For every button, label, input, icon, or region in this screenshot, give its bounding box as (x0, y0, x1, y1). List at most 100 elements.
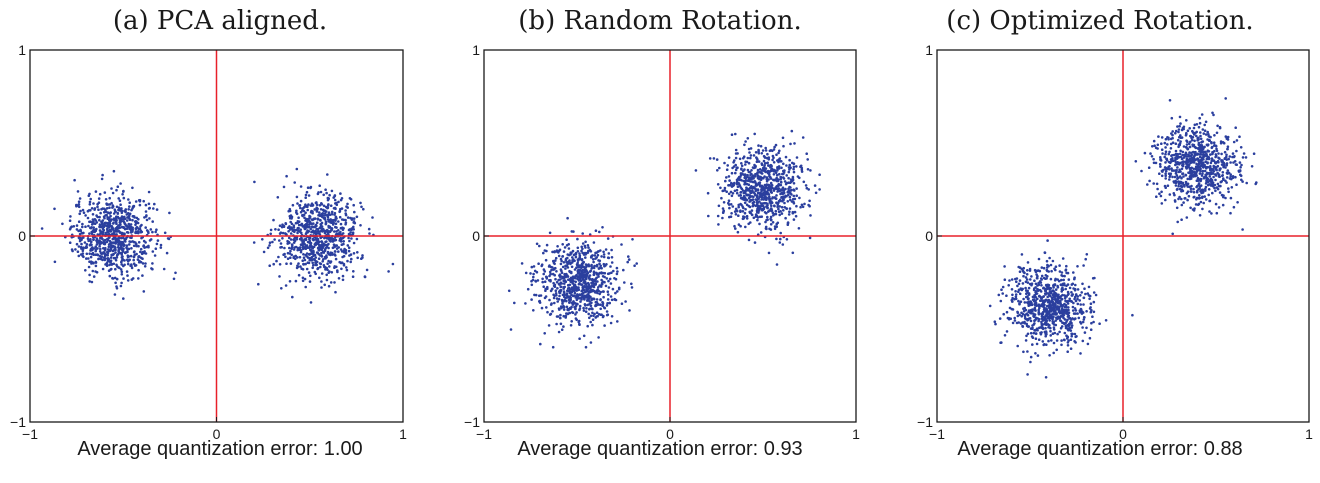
data-point (319, 208, 323, 211)
data-point (1193, 158, 1196, 161)
data-point (1192, 143, 1196, 147)
data-point (306, 246, 309, 249)
x-tick-label: −1 (929, 426, 945, 442)
data-point (598, 284, 601, 287)
data-point (319, 223, 323, 226)
data-point (120, 281, 123, 285)
data-point (301, 276, 305, 280)
data-point (1048, 256, 1051, 260)
data-point (326, 173, 329, 176)
data-point (559, 322, 563, 326)
data-point (574, 307, 577, 311)
data-point (581, 291, 585, 295)
data-point (766, 183, 770, 187)
data-point (301, 259, 305, 263)
data-point (780, 212, 784, 215)
data-point (334, 254, 337, 257)
data-point (613, 297, 616, 301)
data-point (304, 193, 308, 197)
data-point (1091, 315, 1094, 319)
data-point (155, 228, 158, 231)
data-point (1021, 282, 1025, 285)
data-point (557, 297, 561, 301)
data-point (90, 207, 94, 210)
data-point (117, 197, 120, 200)
data-point (301, 243, 304, 247)
data-point (576, 259, 580, 262)
data-point (624, 300, 627, 303)
data-point (82, 246, 85, 249)
data-point (555, 249, 559, 252)
data-point (141, 274, 144, 277)
data-point (758, 185, 762, 188)
x-tick-label: 0 (666, 426, 674, 442)
data-point (1069, 320, 1072, 324)
data-point (314, 260, 318, 263)
data-point (801, 136, 805, 139)
data-point (1197, 188, 1200, 191)
data-point (1178, 124, 1181, 128)
data-point (627, 258, 631, 261)
data-point (565, 305, 569, 309)
data-point (1059, 303, 1062, 306)
data-point (1036, 289, 1040, 293)
data-point (333, 198, 337, 202)
data-point (1040, 274, 1044, 278)
data-point (601, 315, 605, 319)
data-point (1061, 257, 1065, 260)
data-point (279, 246, 282, 249)
data-point (1180, 157, 1184, 161)
data-point (105, 213, 108, 217)
data-point (558, 273, 562, 277)
data-point (327, 219, 331, 222)
data-point (757, 175, 761, 179)
data-point (769, 215, 773, 219)
data-point (290, 245, 294, 249)
data-point (1038, 294, 1041, 298)
data-point (574, 313, 577, 316)
data-point (312, 249, 315, 253)
data-point (782, 195, 785, 198)
data-point (313, 208, 317, 211)
data-point (1198, 116, 1201, 120)
data-point (346, 216, 350, 219)
data-point (1193, 139, 1196, 143)
data-point (1034, 329, 1037, 332)
data-point (138, 227, 142, 230)
data-point (744, 140, 747, 143)
data-point (151, 267, 154, 271)
data-point (750, 176, 753, 180)
data-point (585, 307, 588, 310)
data-point (1220, 152, 1223, 156)
data-point (341, 278, 345, 282)
data-point (317, 191, 320, 194)
data-point (1007, 317, 1011, 320)
data-point (572, 294, 576, 298)
data-point (1195, 185, 1198, 189)
data-point (1186, 147, 1189, 151)
data-point (616, 270, 619, 273)
data-point (88, 232, 91, 235)
data-point (1164, 166, 1168, 170)
data-point (1201, 164, 1204, 168)
data-point (1083, 316, 1086, 319)
chart-panel-c: (c) Optimized Rotation. −1 0 1 1 0 −1 Average… (880, 0, 1320, 483)
data-point (779, 181, 783, 184)
data-point (756, 188, 760, 191)
data-point (746, 156, 750, 160)
data-point (580, 249, 583, 253)
data-point (1180, 185, 1184, 189)
data-point (620, 302, 624, 306)
data-point (325, 228, 329, 232)
data-point (320, 286, 323, 289)
data-point (1047, 293, 1051, 297)
data-point (739, 173, 743, 177)
data-point (791, 177, 795, 181)
data-point (147, 244, 150, 248)
data-point (1238, 161, 1242, 164)
data-point (283, 246, 286, 250)
data-point (1018, 313, 1021, 317)
data-point (132, 215, 136, 218)
data-point (1215, 186, 1219, 189)
data-point (601, 290, 605, 293)
